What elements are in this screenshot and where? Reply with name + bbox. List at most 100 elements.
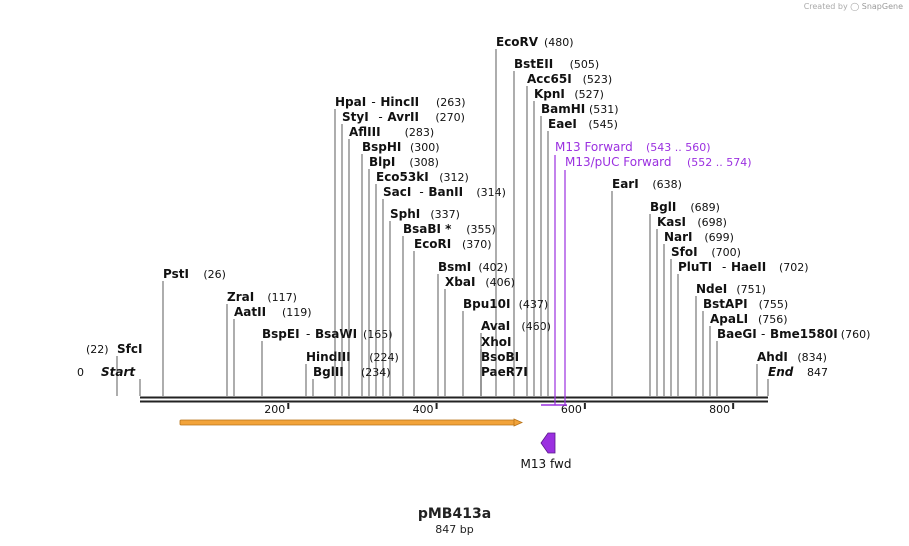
site-name: AhdI <box>757 350 788 364</box>
orange-feature-bar <box>179 419 517 426</box>
site-name: PaeR7I <box>481 365 528 379</box>
site-name: BstAPI <box>703 297 748 311</box>
site-pos: (527) <box>574 88 604 101</box>
primer-label: M13 Forward <box>555 140 633 154</box>
site-name: BamHI <box>541 102 585 116</box>
site-name: BaeGI <box>717 327 757 341</box>
primer-label: M13/pUC Forward <box>565 155 672 169</box>
site-name: ApaLI <box>710 312 748 326</box>
site-name: BsoBI <box>481 350 519 364</box>
site-pos: (270) <box>435 111 465 124</box>
site-pos: (283) <box>405 126 435 139</box>
site-pos: (355) <box>466 223 496 236</box>
site-name: BglI <box>650 200 676 214</box>
site-pos: (638) <box>652 178 682 191</box>
site-pos: (689) <box>690 201 720 214</box>
snapgene-logo-icon: ◯ <box>850 2 860 11</box>
site-name: Eco53kI <box>376 170 429 184</box>
site-name: BglII <box>313 365 344 379</box>
site-pos: (308) <box>409 156 439 169</box>
site-separator: - <box>306 327 310 341</box>
primer-range: (552 .. 574) <box>687 156 752 169</box>
site-pos: (314) <box>476 186 506 199</box>
site-pos: (437) <box>519 298 549 311</box>
site-name: HpaI <box>335 95 366 109</box>
site-separator: - <box>378 110 382 124</box>
site-pos: (702) <box>779 261 809 274</box>
site-pos: (480) <box>544 36 574 49</box>
site-pos: (300) <box>410 141 440 154</box>
site-name: EcoRI <box>414 237 451 251</box>
site-pos: (531) <box>589 103 619 116</box>
map-length: 847 bp <box>435 523 474 536</box>
orange-feature-arrowhead <box>513 418 523 427</box>
site-name: BsmI <box>438 260 471 274</box>
site-pos: (263) <box>436 96 466 109</box>
site-separator: - <box>419 185 423 199</box>
site-name-2: Bme1580I <box>770 327 838 341</box>
m13-fwd-label: M13 fwd <box>521 457 572 471</box>
m13-fwd-arrow-icon <box>540 432 556 454</box>
site-name: ZraI <box>227 290 254 304</box>
site-name: StyI <box>342 110 369 124</box>
site-pos: (165) <box>363 328 393 341</box>
site-name: NdeI <box>696 282 727 296</box>
site-pos: (756) <box>758 313 788 326</box>
site-name: BspEI <box>262 327 300 341</box>
site-pos: (312) <box>439 171 469 184</box>
site-name: HindIII <box>306 350 351 364</box>
site-name-2: BanII <box>428 185 463 199</box>
site-name-2: BsaWI <box>315 327 357 341</box>
site-separator: - <box>722 260 726 274</box>
site-name: Bpu10I <box>463 297 510 311</box>
credit-app: SnapGene <box>861 2 903 11</box>
site-pos: (698) <box>697 216 727 229</box>
site-separator: - <box>371 95 375 109</box>
site-pos: (545) <box>588 118 618 131</box>
site-name: PluTI <box>678 260 712 274</box>
site-name: EcoRV <box>496 35 539 49</box>
site-separator: - <box>761 327 765 341</box>
start-label: Start <box>101 365 136 379</box>
site-name: KpnI <box>534 87 565 101</box>
site-pos: (224) <box>369 351 399 364</box>
site-pos: (117) <box>267 291 297 304</box>
site-pos: (523) <box>583 73 613 86</box>
site-name: KasI <box>657 215 686 229</box>
axis-tick-label: 200 <box>264 403 285 416</box>
site-name: AatII <box>234 305 266 319</box>
site-pos: (460) <box>521 320 551 333</box>
site-pos: (22) <box>86 343 109 356</box>
axis-tick-label: 400 <box>413 403 434 416</box>
site-pos: (406) <box>485 276 515 289</box>
site-pos: (760) <box>841 328 871 341</box>
site-name: PstI <box>163 267 189 281</box>
site-name-2: AvrII <box>387 110 419 124</box>
site-name: EaeI <box>548 117 577 131</box>
site-pos: (751) <box>736 283 766 296</box>
site-name: Acc65I <box>527 72 572 86</box>
site-pos: (699) <box>704 231 734 244</box>
site-pos: (505) <box>570 58 600 71</box>
site-name-2: HincII <box>380 95 419 109</box>
site-pos: (755) <box>759 298 789 311</box>
end-pos: 847 <box>807 366 828 379</box>
site-pos: (119) <box>282 306 312 319</box>
site-pos: (26) <box>203 268 226 281</box>
site-name: SfcI <box>117 342 142 356</box>
site-name: SfoI <box>671 245 698 259</box>
site-pos: (700) <box>711 246 741 259</box>
site-name: AflIII <box>349 125 381 139</box>
site-name-2: HaeII <box>731 260 766 274</box>
site-name: BstEII <box>514 57 553 71</box>
site-pos: (370) <box>462 238 492 251</box>
map-title: pMB413a <box>417 506 492 522</box>
primer-range: (543 .. 560) <box>646 141 711 154</box>
site-name: NarI <box>664 230 693 244</box>
site-pos: (337) <box>430 208 460 221</box>
axis-tick-label: 800 <box>709 403 730 416</box>
start-pos: 0 <box>77 366 84 379</box>
site-pos: (402) <box>478 261 508 274</box>
site-name: BsaBI * <box>403 222 452 236</box>
